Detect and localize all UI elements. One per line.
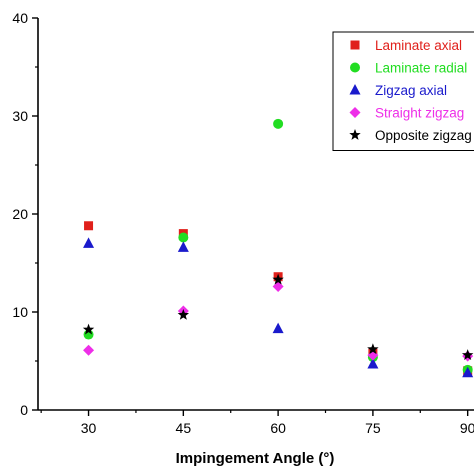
- x-tick-label: 90: [460, 420, 474, 436]
- data-point: [83, 344, 95, 356]
- y-tick-label: 20: [12, 206, 28, 222]
- series-4: [82, 273, 474, 360]
- data-point: [367, 357, 379, 369]
- x-tick-label: 60: [270, 420, 286, 436]
- data-point: [461, 349, 474, 360]
- legend-label: Laminate radial: [375, 61, 467, 76]
- series-1: [83, 118, 473, 375]
- x-tick-label: 75: [365, 420, 381, 436]
- legend-marker: [350, 62, 360, 73]
- data-point: [272, 281, 284, 293]
- series-3: [83, 281, 474, 362]
- legend-label: Opposite zigzag: [375, 128, 472, 143]
- series-0: [84, 221, 473, 376]
- data-point: [83, 237, 95, 248]
- data-point: [84, 221, 94, 231]
- legend-marker: [349, 129, 361, 140]
- data-point: [273, 118, 284, 129]
- legend-label: Straight zigzag: [375, 106, 464, 121]
- data-point: [272, 322, 284, 334]
- y-tick-label: 30: [12, 108, 28, 124]
- y-tick-label: 0: [20, 402, 28, 418]
- x-tick-label: 30: [81, 420, 97, 436]
- legend: Laminate axial Laminate radial Zigzag axia…: [332, 31, 474, 151]
- x-axis-label: Impingement Angle (°): [176, 450, 335, 467]
- data-point: [178, 232, 189, 243]
- legend-marker: [349, 84, 361, 95]
- legend-label: Zigzag axial: [375, 83, 447, 98]
- data-point: [82, 323, 95, 335]
- data-point: [462, 366, 474, 378]
- legend-marker: [350, 40, 360, 50]
- axes: 0 10 20 30 40 30 45 60 75 90: [12, 10, 474, 436]
- data-points: [82, 118, 474, 378]
- series-2: [83, 237, 474, 378]
- y-tick-label: 40: [12, 10, 28, 26]
- data-point: [367, 343, 379, 355]
- x-tick-label: 45: [176, 420, 192, 436]
- legend-marker: [349, 107, 361, 118]
- legend-label: Laminate axial: [375, 38, 462, 53]
- y-tick-label: 10: [12, 304, 28, 320]
- data-point: [272, 273, 284, 285]
- data-point: [177, 241, 189, 252]
- data-point: [177, 308, 190, 320]
